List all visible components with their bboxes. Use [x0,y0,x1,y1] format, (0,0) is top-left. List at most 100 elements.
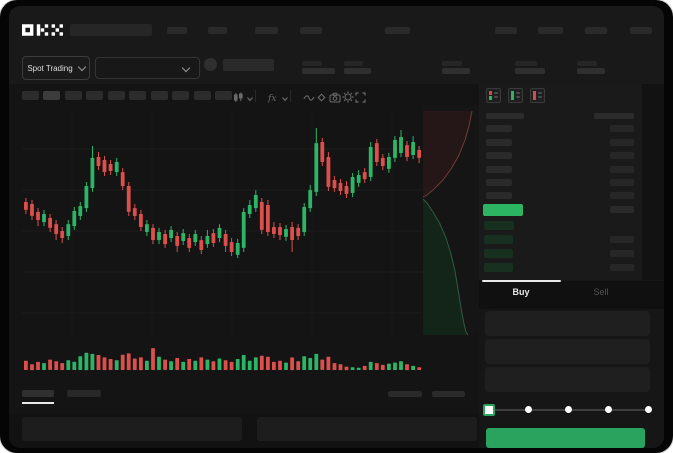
toolbar-divider [290,90,291,102]
nav-right-item-2[interactable] [585,27,607,34]
bid-row-price-0[interactable] [484,221,514,230]
nav-search-placeholder[interactable] [70,24,152,36]
bid-row-amount-1 [610,236,634,243]
timeframe-button-5[interactable] [129,91,146,100]
stat-value-1 [344,68,371,74]
timeframe-button-1[interactable] [43,91,60,100]
indicators-icon[interactable]: fx [267,90,281,104]
chevron-down-icon[interactable] [281,90,294,103]
trading-app-window: Spot Trading fx [9,6,664,448]
timeframe-button-0[interactable] [22,91,39,100]
bid-row-price-2[interactable] [484,249,513,258]
book-asks-icon[interactable] [530,88,545,103]
ask-row-price-4[interactable] [486,179,512,186]
stat-label-4 [577,61,597,66]
volume-histogram [22,336,422,372]
bid-row-amount-2 [610,250,634,257]
ask-row-amount-3 [610,166,634,173]
nav-right-item-3[interactable] [630,27,652,34]
nav-item-1[interactable] [208,27,227,34]
chevron-down-icon[interactable] [246,90,259,103]
stat-value-3 [515,68,545,74]
nav-right-item-0[interactable] [495,27,517,34]
bottom-tab-1[interactable] [67,390,101,397]
slider-stop-2[interactable] [565,406,572,413]
ask-row-price-1[interactable] [486,139,512,146]
ask-row-amount-0 [610,125,634,132]
chevron-down-icon [181,63,191,73]
pair-search-select[interactable] [95,57,200,79]
pair-name-placeholder [223,59,274,71]
timeframe-button-2[interactable] [65,91,82,100]
nav-item-4[interactable] [385,27,410,34]
nav-item-0[interactable] [167,27,187,34]
order-input-field-0[interactable] [485,311,650,336]
active-tab-indicator [482,280,561,282]
nav-item-3[interactable] [300,27,322,34]
timeframe-button-6[interactable] [151,91,168,100]
ask-row-amount-4 [610,179,634,186]
last-price-highlight[interactable] [483,204,523,216]
bottom-tab-0[interactable] [22,390,54,397]
bid-row-price-3[interactable] [484,263,513,272]
ask-row-price-0[interactable] [486,125,512,132]
camera-icon[interactable] [329,90,342,103]
submit-order-button[interactable] [486,428,645,448]
settings-gear-icon[interactable] [342,90,355,103]
tab-buy[interactable]: Buy [512,287,530,297]
order-input-field-2[interactable] [485,367,650,392]
slider-stop-3[interactable] [605,406,612,413]
app-layer: Spot Trading fx [9,6,664,448]
nav-right-item-1[interactable] [538,27,563,34]
ask-row-price-5[interactable] [486,192,512,199]
timeframe-button-9[interactable] [215,91,232,100]
spot-trading-label: Spot Trading [27,63,73,73]
ask-row-price-2[interactable] [486,152,512,159]
svg-text:fx: fx [268,94,276,103]
bid-row-amount-3 [610,264,634,271]
depth-chart [422,108,478,336]
ask-row-amount-5 [610,192,634,199]
slider-stop-4[interactable] [645,406,652,413]
slider-handle[interactable] [483,404,495,416]
line-style-icon[interactable] [303,90,316,103]
chart-type-icon[interactable] [233,90,246,103]
nav-item-2[interactable] [255,27,278,34]
trade-tabs-background [479,281,664,309]
timeframe-button-4[interactable] [108,91,125,100]
candlestick-chart-canvas[interactable] [22,108,422,335]
ask-row-amount-2 [610,152,634,159]
slider-stop-1[interactable] [525,406,532,413]
book-all-icon[interactable] [486,88,501,103]
timeframe-button-8[interactable] [194,91,211,100]
bottom-right-control-1[interactable] [432,391,465,397]
coin-avatar [204,58,217,71]
spot-trading-button[interactable]: Spot Trading [22,56,90,80]
book-header-left [486,113,524,119]
bid-row-price-1[interactable] [484,235,513,244]
order-input-field-1[interactable] [485,339,650,364]
bottom-right-control-0[interactable] [388,391,422,397]
tab-sell[interactable]: Sell [593,287,609,297]
bottom-tab-indicator [22,402,54,404]
book-bids-icon[interactable] [508,88,523,103]
book-header-right [594,113,634,119]
chevron-down-icon [77,62,86,72]
stat-value-0 [302,68,335,74]
okx-logo[interactable] [22,24,63,36]
ask-row-price-3[interactable] [486,166,512,173]
stat-value-2 [442,68,470,74]
bottom-content-panel-1 [257,417,477,441]
compare-icon[interactable] [316,90,329,103]
timeframe-button-7[interactable] [172,91,189,100]
toolbar-divider [255,90,256,102]
ask-row-amount-1 [610,139,634,146]
timeframe-button-3[interactable] [86,91,103,100]
stat-value-4 [577,68,605,74]
stat-label-0 [302,61,322,66]
stat-label-3 [515,61,537,66]
fullscreen-icon[interactable] [355,90,368,103]
stat-label-1 [344,61,363,66]
